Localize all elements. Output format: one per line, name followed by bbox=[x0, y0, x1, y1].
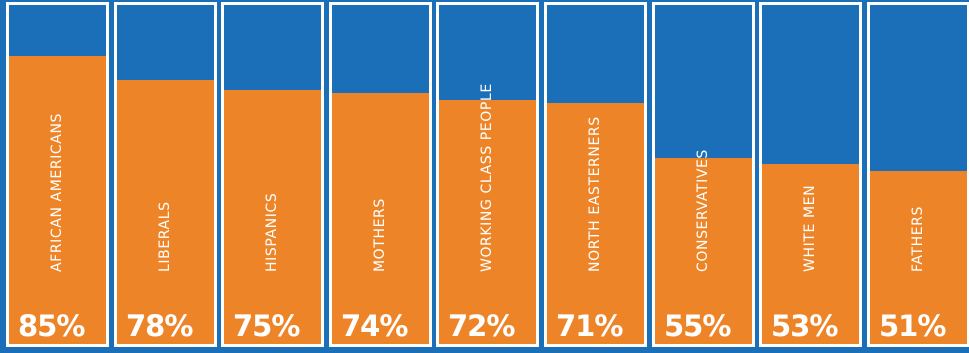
bar-fill bbox=[547, 103, 644, 344]
value-label: 75% bbox=[233, 309, 300, 343]
bar-fill bbox=[332, 93, 429, 344]
value-label: 72% bbox=[448, 309, 515, 343]
value-label: 78% bbox=[126, 309, 193, 343]
bar-fill bbox=[762, 164, 859, 344]
bar-fill bbox=[870, 171, 967, 344]
bar-column: WHITE MEN 53% bbox=[759, 2, 862, 347]
category-label: MOTHERS bbox=[371, 198, 388, 272]
category-label: HISPANICS bbox=[263, 192, 280, 272]
bar-column: FATHERS 51% bbox=[867, 2, 969, 347]
value-label: 51% bbox=[879, 309, 946, 343]
category-label: CONSERVATIVES bbox=[694, 149, 711, 272]
bar-fill bbox=[117, 80, 214, 344]
value-label: 71% bbox=[556, 309, 623, 343]
bar-column: HISPANICS 75% bbox=[221, 2, 324, 347]
value-label: 85% bbox=[18, 309, 85, 343]
value-label: 53% bbox=[771, 309, 838, 343]
value-label: 74% bbox=[341, 309, 408, 343]
bar-column: MOTHERS 74% bbox=[329, 2, 432, 347]
category-label: NORTH EASTERNERS bbox=[586, 116, 603, 272]
bar-fill bbox=[9, 56, 106, 344]
bar-column: AFRICAN AMERICANS 85% bbox=[6, 2, 109, 347]
bar-fill bbox=[439, 100, 536, 344]
category-label: FATHERS bbox=[909, 206, 926, 272]
bar-column: LIBERALS 78% bbox=[114, 2, 217, 347]
bar-fill bbox=[224, 90, 321, 344]
category-label: WHITE MEN bbox=[801, 184, 818, 272]
bar-fill bbox=[655, 158, 752, 344]
category-label: WORKING CLASS PEOPLE bbox=[478, 83, 495, 272]
category-label: LIBERALS bbox=[156, 201, 173, 272]
category-label: AFRICAN AMERICANS bbox=[48, 112, 65, 272]
bar-column: WORKING CLASS PEOPLE 72% bbox=[436, 2, 539, 347]
bar-column: NORTH EASTERNERS 71% bbox=[544, 2, 647, 347]
bar-column: CONSERVATIVES 55% bbox=[652, 2, 755, 347]
value-label: 55% bbox=[664, 309, 731, 343]
